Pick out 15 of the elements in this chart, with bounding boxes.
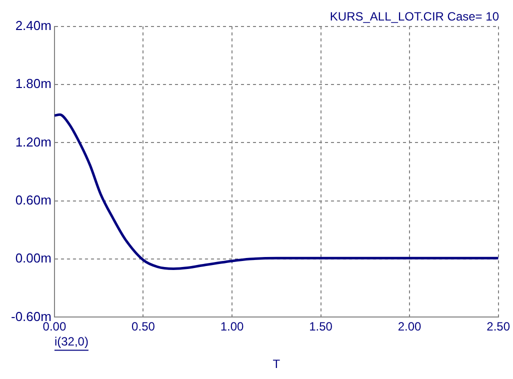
x-tick-label: 1.00	[220, 320, 244, 334]
y-tick-label: 0.60m	[15, 192, 52, 208]
y-tick-label: 1.20m	[15, 134, 52, 150]
y-tick-label: 0.00m	[15, 250, 52, 266]
x-tick-label: 1.50	[309, 320, 333, 334]
y-tick-label: 2.40m	[15, 18, 52, 33]
x-tick-label: 0.00	[42, 320, 66, 334]
x-tick-label: 2.50	[486, 320, 510, 334]
x-tick-label: 2.00	[398, 320, 422, 334]
chart-title: KURS_ALL_LOT.CIR Case= 10	[330, 10, 500, 24]
y-tick-label: 1.80m	[15, 76, 52, 92]
x-axis-title: T	[272, 357, 281, 372]
line-series	[54, 113, 498, 270]
x-tick-label: 0.50	[132, 320, 156, 334]
text: i(32,0)	[54, 334, 88, 349]
